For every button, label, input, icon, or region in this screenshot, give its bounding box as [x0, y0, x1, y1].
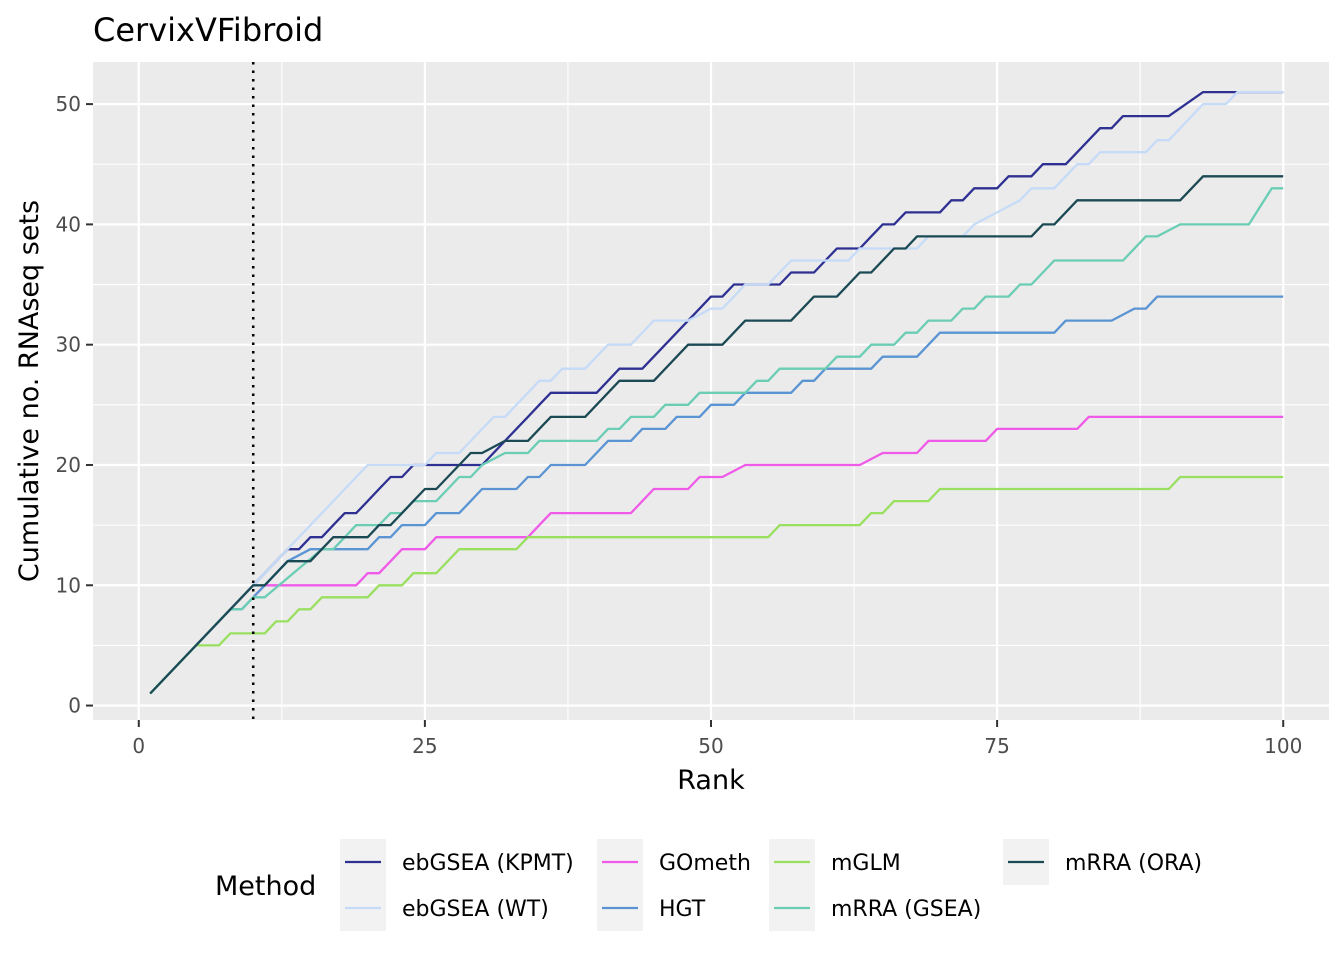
legend-label-hgt: HGT [659, 897, 706, 922]
x-tick-label: 75 [984, 734, 1009, 758]
x-tick-label: 100 [1264, 734, 1302, 758]
x-tick-label: 0 [132, 734, 145, 758]
series-lines [149, 90, 1284, 695]
legend-label-mglm: mGLM [831, 851, 901, 876]
y-tick-label: 0 [68, 694, 81, 718]
y-tick-label: 10 [56, 573, 81, 597]
series-line-mglm [149, 475, 1284, 695]
y-tick-label: 30 [56, 333, 81, 357]
legend: Method ebGSEA (KPMT) ebGSEA (WT) GOmeth HGT… [215, 839, 1202, 931]
legend-title: Method [215, 871, 316, 902]
series-line-gometh [252, 415, 1284, 599]
y-axis-title: Cumulative no. RNAseq sets [14, 200, 45, 582]
x-tick-label: 50 [698, 734, 723, 758]
legend-label-mrra-ora: mRRA (ORA) [1065, 851, 1202, 876]
series-line-mrra-ora [149, 175, 1284, 695]
chart-title: CervixVFibroid [93, 11, 323, 49]
y-tick-label: 50 [56, 92, 81, 116]
x-tick-label: 25 [412, 734, 437, 758]
legend-label-ebgsea-kpmt: ebGSEA (KPMT) [402, 851, 574, 876]
series-line-mrra-gsea [149, 187, 1284, 695]
y-tick-label: 20 [56, 453, 81, 477]
series-line-ebgsea-kpmt [149, 90, 1284, 695]
y-tick-label: 40 [56, 212, 81, 236]
legend-label-mrra-gsea: mRRA (GSEA) [831, 897, 981, 922]
x-axis: 0 25 50 75 100 [132, 720, 1302, 758]
series-line-hgt [230, 295, 1284, 611]
legend-label-ebgsea-wt: ebGSEA (WT) [402, 897, 549, 922]
y-axis: 0 10 20 30 40 50 [56, 92, 93, 718]
series-line-ebgsea-wt [149, 90, 1284, 695]
legend-label-gometh: GOmeth [659, 851, 751, 876]
x-axis-title: Rank [677, 765, 745, 796]
